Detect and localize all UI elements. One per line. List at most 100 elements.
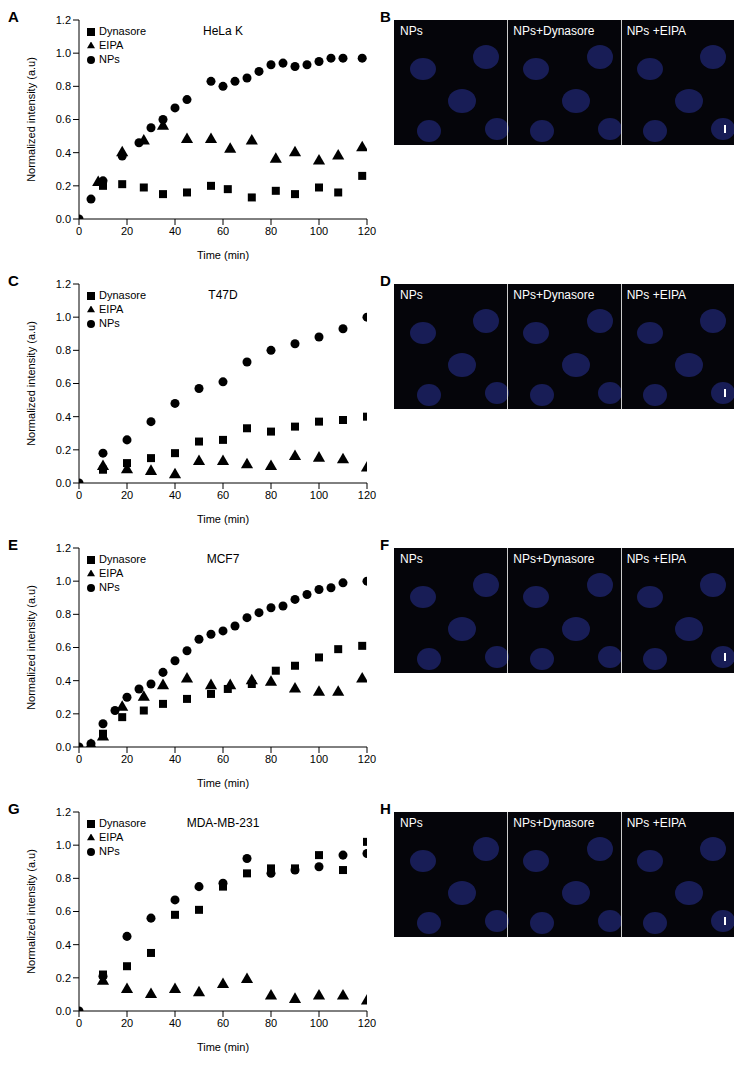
svg-text:1.2: 1.2 — [56, 278, 71, 290]
svg-text:60: 60 — [217, 489, 229, 501]
svg-text:1.2: 1.2 — [56, 542, 71, 554]
svg-text:1.2: 1.2 — [56, 14, 71, 26]
svg-text:20: 20 — [121, 1017, 133, 1029]
svg-text:0.8: 0.8 — [56, 872, 71, 884]
svg-text:100: 100 — [310, 225, 328, 237]
svg-text:80: 80 — [265, 753, 277, 765]
svg-text:0: 0 — [76, 753, 82, 765]
html-text:NPs: NPs — [99, 53, 120, 65]
svg-text:0.4: 0.4 — [56, 411, 71, 423]
svg-text:20: 20 — [121, 489, 133, 501]
svg-text:20: 20 — [121, 753, 133, 765]
svg-text:40: 40 — [169, 753, 181, 765]
svg-text:0.4: 0.4 — [56, 675, 71, 687]
html-text:MDA-MB-231: MDA-MB-231 — [186, 816, 260, 830]
html-text:NPs: NPs — [99, 845, 120, 857]
svg-text:120: 120 — [358, 1017, 376, 1029]
svg-text:80: 80 — [265, 489, 277, 501]
svg-text:0.2: 0.2 — [56, 180, 71, 192]
svg-text:1.0: 1.0 — [56, 839, 71, 851]
svg-text:40: 40 — [169, 1017, 181, 1029]
svg-text:100: 100 — [310, 753, 328, 765]
svg-text:0.0: 0.0 — [56, 1005, 71, 1017]
svg-text:0.6: 0.6 — [56, 641, 71, 653]
svg-text:Normalized intensity (a.u): Normalized intensity (a.u) — [25, 57, 37, 182]
svg-text:100: 100 — [310, 489, 328, 501]
html-text:T47D: T47D — [208, 288, 238, 302]
svg-text:Normalized intensity (a.u): Normalized intensity (a.u) — [25, 585, 37, 710]
html-text:EIPA: EIPA — [99, 39, 124, 51]
svg-text:80: 80 — [265, 1017, 277, 1029]
svg-text:0.6: 0.6 — [56, 113, 71, 125]
html-text:NPs +EIPA: NPs +EIPA — [626, 24, 687, 38]
svg-text:0.8: 0.8 — [56, 608, 71, 620]
html-text:Dynasore: Dynasore — [99, 817, 147, 829]
html-text:NPs+Dynasore: NPs+Dynasore — [513, 816, 595, 830]
html-text:NPs +EIPA: NPs +EIPA — [626, 288, 687, 302]
html-text:NPs: NPs — [400, 552, 423, 566]
svg-text:0: 0 — [76, 1017, 82, 1029]
svg-text:0.2: 0.2 — [56, 444, 71, 456]
html-text:H: H — [380, 800, 391, 817]
svg-text:0.6: 0.6 — [56, 905, 71, 917]
svg-text:0: 0 — [76, 489, 82, 501]
svg-text:Normalized intensity (a.u): Normalized intensity (a.u) — [25, 849, 37, 974]
svg-text:120: 120 — [358, 489, 376, 501]
svg-text:1.0: 1.0 — [56, 47, 71, 59]
svg-text:Time (min): Time (min) — [197, 777, 249, 789]
svg-text:80: 80 — [265, 225, 277, 237]
svg-text:120: 120 — [358, 753, 376, 765]
html-text:NPs: NPs — [400, 24, 423, 38]
svg-text:1.2: 1.2 — [56, 806, 71, 818]
svg-text:0.0: 0.0 — [56, 477, 71, 489]
svg-text:0.8: 0.8 — [56, 80, 71, 92]
svg-text:100: 100 — [310, 1017, 328, 1029]
svg-text:20: 20 — [121, 225, 133, 237]
html-text:G: G — [8, 800, 20, 817]
html-text:Dynasore: Dynasore — [99, 25, 147, 37]
html-text:EIPA: EIPA — [99, 303, 124, 315]
svg-text:40: 40 — [169, 225, 181, 237]
svg-text:1.0: 1.0 — [56, 311, 71, 323]
svg-text:0.4: 0.4 — [56, 147, 71, 159]
svg-text:60: 60 — [217, 753, 229, 765]
html-text:EIPA: EIPA — [99, 567, 124, 579]
svg-text:0.0: 0.0 — [56, 741, 71, 753]
html-text:NPs: NPs — [99, 317, 120, 329]
svg-text:0.2: 0.2 — [56, 972, 71, 984]
html-text:NPs+Dynasore: NPs+Dynasore — [513, 288, 595, 302]
html-text:Dynasore: Dynasore — [99, 289, 147, 301]
svg-text:Time (min): Time (min) — [197, 1041, 249, 1053]
svg-text:40: 40 — [169, 489, 181, 501]
html-text:A: A — [8, 8, 19, 25]
html-text:EIPA: EIPA — [99, 831, 124, 843]
svg-text:1.0: 1.0 — [56, 575, 71, 587]
svg-text:0.2: 0.2 — [56, 708, 71, 720]
svg-text:0: 0 — [76, 225, 82, 237]
html-text:HeLa K: HeLa K — [203, 24, 243, 38]
svg-text:0.0: 0.0 — [56, 213, 71, 225]
html-text:NPs+Dynasore: NPs+Dynasore — [513, 24, 595, 38]
html-text:D: D — [380, 272, 391, 289]
html-text:NPs: NPs — [400, 288, 423, 302]
svg-text:0.6: 0.6 — [56, 377, 71, 389]
svg-text:Normalized intensity (a.u): Normalized intensity (a.u) — [25, 321, 37, 446]
html-text:NPs: NPs — [400, 816, 423, 830]
svg-text:60: 60 — [217, 1017, 229, 1029]
html-text:F: F — [380, 536, 390, 553]
html-text:MCF7: MCF7 — [206, 552, 240, 566]
svg-text:Time (min): Time (min) — [197, 249, 249, 261]
svg-text:Time (min): Time (min) — [197, 513, 249, 525]
svg-text:120: 120 — [358, 225, 376, 237]
html-text:Dynasore: Dynasore — [99, 553, 147, 565]
html-text:NPs: NPs — [99, 581, 120, 593]
svg-text:0.4: 0.4 — [56, 939, 71, 951]
html-text:NPs +EIPA: NPs +EIPA — [626, 552, 687, 566]
html-text:B: B — [380, 8, 391, 25]
html-text:NPs+Dynasore: NPs+Dynasore — [513, 552, 595, 566]
svg-text:0.8: 0.8 — [56, 344, 71, 356]
html-text:E: E — [8, 536, 18, 553]
html-text:C: C — [8, 272, 19, 289]
svg-text:60: 60 — [217, 225, 229, 237]
html-text:NPs +EIPA: NPs +EIPA — [626, 816, 687, 830]
